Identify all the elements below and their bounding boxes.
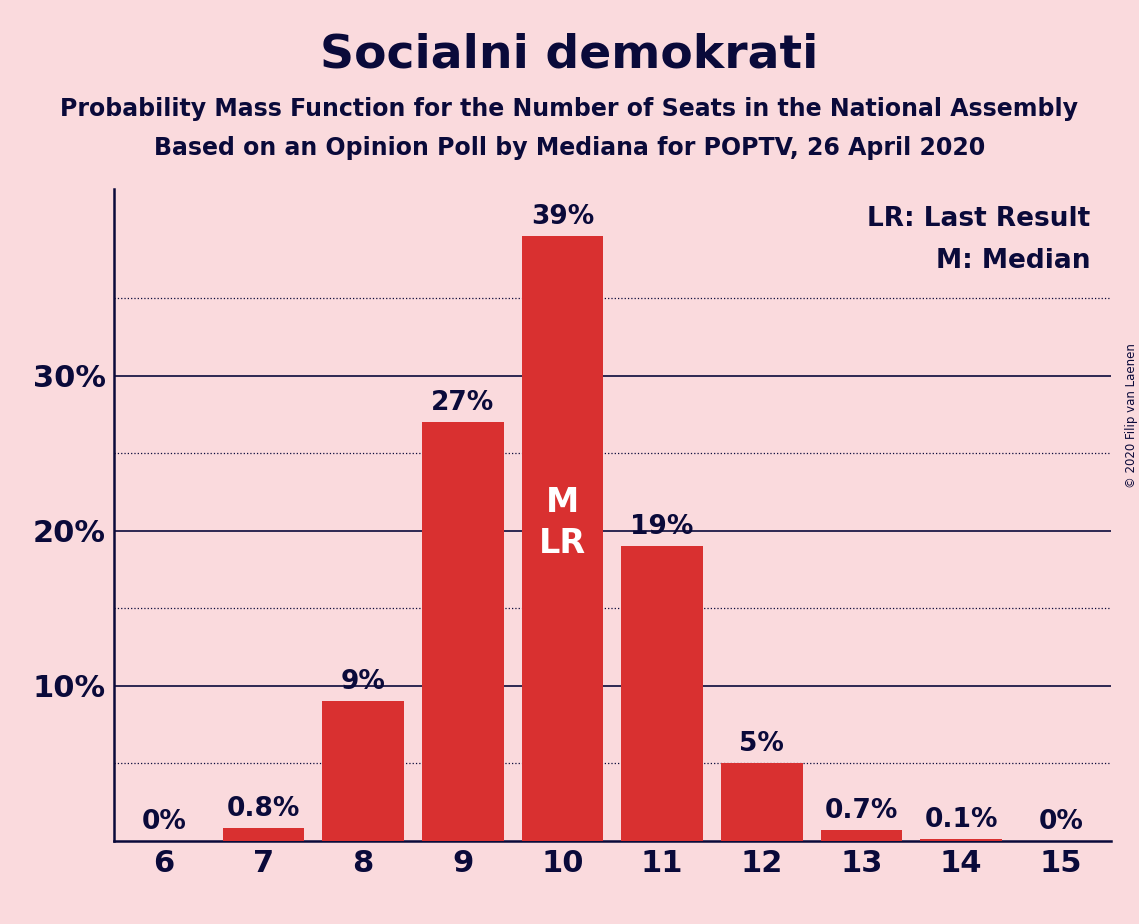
Text: © 2020 Filip van Laenen: © 2020 Filip van Laenen [1124,344,1138,488]
Bar [421,422,503,841]
Text: 0.8%: 0.8% [227,796,300,822]
Text: M
LR: M LR [539,486,585,560]
Bar [621,546,703,841]
Text: Socialni demokrati: Socialni demokrati [320,32,819,78]
Text: 5%: 5% [739,731,784,757]
Text: LR: Last Result: LR: Last Result [867,206,1091,232]
Text: Based on an Opinion Poll by Mediana for POPTV, 26 April 2020: Based on an Opinion Poll by Mediana for … [154,136,985,160]
Bar [920,839,1002,841]
Bar [222,829,304,841]
Bar [322,701,404,841]
Text: 19%: 19% [630,514,694,540]
Text: Probability Mass Function for the Number of Seats in the National Assembly: Probability Mass Function for the Number… [60,97,1079,121]
Text: 27%: 27% [431,390,494,416]
Text: 0.7%: 0.7% [825,797,898,824]
Text: 39%: 39% [531,204,595,230]
Bar [820,830,902,841]
Bar [522,236,604,841]
Text: 9%: 9% [341,669,385,695]
Bar [721,763,803,841]
Text: 0%: 0% [141,808,186,834]
Text: M: Median: M: Median [936,248,1091,274]
Text: 0%: 0% [1039,808,1083,834]
Text: 0.1%: 0.1% [924,807,998,833]
